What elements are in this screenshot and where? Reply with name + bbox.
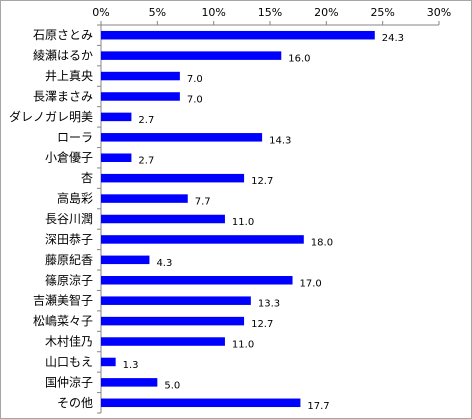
- category-label: 杏: [81, 171, 93, 185]
- data-label: 2.7: [138, 115, 154, 126]
- data-label: 13.3: [258, 299, 280, 310]
- category-label: 長谷川潤: [45, 212, 93, 226]
- bar: [101, 112, 132, 122]
- data-label: 11.0: [232, 340, 254, 351]
- bar: [101, 51, 282, 60]
- data-label: 12.7: [251, 176, 273, 187]
- data-label: 4.3: [156, 258, 172, 269]
- data-label: 14.3: [269, 135, 291, 146]
- category-label: 深田恭子: [45, 232, 93, 246]
- bar: [101, 357, 116, 367]
- category-label: 篠原涼子: [45, 272, 93, 287]
- category-label: その他: [57, 396, 93, 410]
- data-label: 11.0: [232, 217, 254, 228]
- x-tick-label: 25%: [370, 6, 394, 19]
- category-label: 松嶋菜々子: [33, 314, 93, 328]
- data-label: 16.0: [288, 54, 310, 65]
- category-label: 吉瀬美智子: [33, 293, 93, 308]
- data-label: 17.0: [300, 278, 322, 289]
- bar: [101, 173, 245, 183]
- category-label: 高島彩: [57, 191, 93, 206]
- data-label: 24.3: [382, 33, 404, 44]
- bar: [101, 153, 132, 162]
- data-label: 2.7: [138, 156, 154, 167]
- data-label: 18.0: [311, 237, 333, 248]
- bar: [101, 71, 180, 81]
- category-label: ローラ: [57, 130, 93, 144]
- category-label: 国仲涼子: [45, 374, 93, 389]
- bar: [101, 133, 263, 142]
- bar: [101, 296, 251, 305]
- bar: [101, 337, 225, 346]
- data-label: 7.0: [187, 94, 203, 105]
- x-tick-label: 10%: [201, 6, 225, 19]
- bar: [101, 30, 375, 40]
- category-label: 小倉優子: [45, 150, 93, 165]
- bar: [101, 378, 158, 387]
- bar: [101, 92, 180, 101]
- data-label: 12.7: [251, 319, 273, 330]
- data-label: 17.7: [307, 401, 329, 412]
- bar: [101, 276, 293, 285]
- bar: [101, 214, 225, 224]
- x-tick-label: 20%: [314, 6, 338, 19]
- data-label: 5.0: [164, 380, 180, 391]
- x-tick-label: 15%: [258, 6, 282, 19]
- category-label: 藤原紀香: [45, 253, 93, 267]
- data-label: 1.3: [123, 360, 139, 371]
- bar: [101, 235, 304, 244]
- x-tick-label: 30%: [427, 6, 451, 19]
- data-label: 7.0: [187, 74, 203, 85]
- bar: [101, 316, 245, 326]
- category-label: 井上真央: [45, 69, 93, 83]
- category-label: 石原さとみ: [33, 28, 93, 42]
- data-label: 7.7: [195, 197, 211, 208]
- bar: [101, 255, 150, 265]
- bar: [101, 194, 188, 203]
- category-label: 長澤まさみ: [33, 89, 93, 103]
- category-label: 綾瀬はるか: [33, 48, 93, 63]
- x-tick-label: 0%: [92, 6, 109, 19]
- category-label: 木村佳乃: [45, 335, 93, 349]
- category-label: 山口もえ: [45, 355, 93, 369]
- category-label: ダレノガレ明美: [9, 109, 93, 124]
- bar: [101, 398, 301, 408]
- x-tick-label: 5%: [149, 6, 166, 19]
